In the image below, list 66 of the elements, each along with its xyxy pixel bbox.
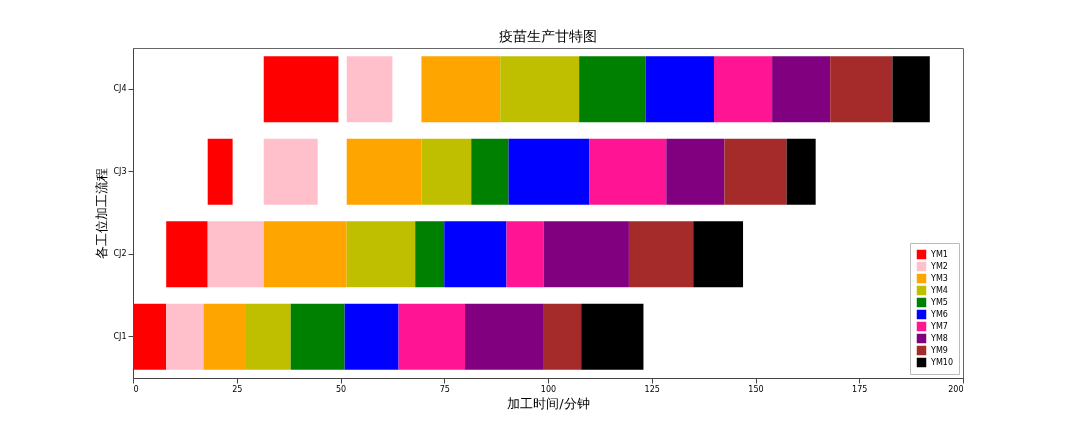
- bar: [579, 56, 646, 123]
- bar: [263, 138, 318, 205]
- x-tick-label: 100: [540, 384, 557, 394]
- chart-title: 疫苗生产甘特图: [499, 28, 597, 44]
- bar: [398, 303, 465, 370]
- bar: [714, 56, 773, 123]
- x-tick-label: 125: [644, 384, 660, 394]
- bar: [346, 56, 393, 123]
- bar: [346, 221, 416, 288]
- y-axis-title: 各工位加工流程: [94, 168, 110, 259]
- bar: [772, 56, 831, 123]
- bar: [724, 138, 787, 205]
- bar: [207, 221, 264, 288]
- bar: [263, 56, 339, 123]
- legend-label: YM3: [930, 273, 948, 283]
- bar: [645, 56, 714, 123]
- bar: [415, 221, 445, 288]
- legend-label: YM4: [930, 285, 948, 295]
- y-tick-label: CJ3: [113, 166, 127, 176]
- legend-label: YM1: [930, 249, 948, 259]
- bar: [133, 303, 167, 370]
- x-tick-label: 25: [232, 384, 243, 394]
- x-tick-label: 175: [852, 384, 868, 394]
- bar: [628, 221, 694, 288]
- y-tick-label: CJ4: [113, 84, 127, 94]
- bar: [421, 138, 472, 205]
- legend-label: YM9: [930, 345, 948, 355]
- legend-label: YM6: [930, 309, 948, 319]
- bar: [421, 56, 501, 123]
- bar: [471, 138, 509, 205]
- bar: [693, 221, 744, 288]
- bar: [245, 303, 291, 370]
- y-tick-label: CJ2: [113, 249, 127, 259]
- bar: [506, 221, 544, 288]
- bar: [543, 221, 629, 288]
- bar: [508, 138, 590, 205]
- x-tick-label: 75: [439, 384, 450, 394]
- x-tick-label: 200: [948, 384, 964, 394]
- bar: [263, 221, 347, 288]
- bar: [786, 138, 816, 205]
- bar: [444, 221, 507, 288]
- bar: [290, 303, 345, 370]
- bar: [581, 303, 644, 370]
- bar: [346, 138, 422, 205]
- x-tick-label: 150: [748, 384, 764, 394]
- legend-label: YM2: [930, 261, 948, 271]
- bar: [207, 138, 233, 205]
- x-tick-label: 0: [133, 384, 139, 394]
- legend-label: YM8: [930, 333, 948, 343]
- bar: [500, 56, 580, 123]
- bar: [892, 56, 930, 123]
- bar: [465, 303, 544, 370]
- bar: [589, 138, 667, 205]
- bar: [166, 303, 204, 370]
- bar: [203, 303, 246, 370]
- legend-label: YM5: [930, 297, 948, 307]
- bar: [344, 303, 399, 370]
- bar: [543, 303, 582, 370]
- bar: [666, 138, 725, 205]
- x-tick-label: 50: [335, 384, 347, 394]
- legend-label: YM10: [930, 357, 953, 367]
- x-axis-title: 加工时间/分钟: [507, 395, 590, 411]
- bar: [830, 56, 893, 123]
- bar: [166, 221, 208, 288]
- y-tick-label: CJ1: [113, 331, 127, 341]
- legend-label: YM7: [930, 321, 948, 331]
